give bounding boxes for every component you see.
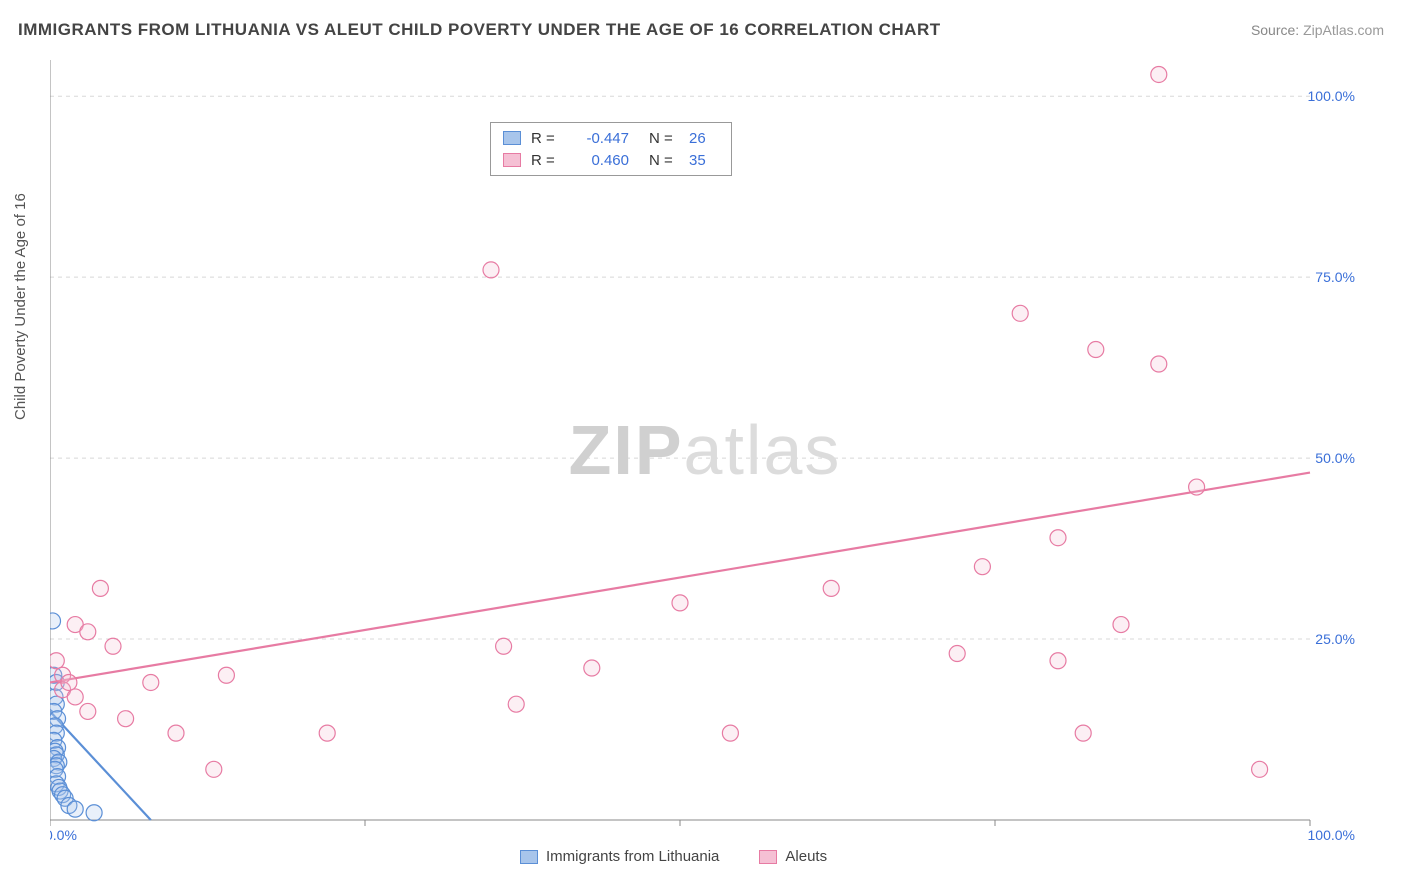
legend-bottom-label-1: Aleuts [785, 848, 827, 865]
legend-row-series-1: R = 0.460 N = 35 [503, 149, 719, 171]
r-label: R = [531, 130, 559, 147]
n-value-1: 35 [689, 152, 719, 169]
svg-text:100.0%: 100.0% [1308, 827, 1355, 840]
r-value-0: -0.447 [569, 130, 629, 147]
svg-text:25.0%: 25.0% [1315, 631, 1355, 647]
scatter-chart-svg: 25.0% 50.0% 75.0% 100.0% 0.0% 100.0% [50, 60, 1360, 840]
plot-area: 25.0%50.0%75.0%100.0%0.0%100.0% ZIPatlas… [50, 60, 1360, 840]
chart-container: IMMIGRANTS FROM LITHUANIA VS ALEUT CHILD… [0, 0, 1406, 892]
y-axis-label: Child Poverty Under the Age of 16 [12, 193, 29, 420]
chart-title: IMMIGRANTS FROM LITHUANIA VS ALEUT CHILD… [18, 20, 941, 40]
legend-swatch-0 [503, 131, 521, 145]
legend-swatch-1 [503, 153, 521, 167]
source-attribution: Source: ZipAtlas.com [1251, 22, 1384, 38]
svg-text:0.0%: 0.0% [50, 827, 77, 840]
correlation-legend: R = -0.447 N = 26 R = 0.460 N = 35 [490, 122, 732, 176]
legend-bottom-swatch-0 [520, 850, 538, 864]
svg-text:50.0%: 50.0% [1315, 450, 1355, 466]
r-label: R = [531, 152, 559, 169]
legend-item-0: Immigrants from Lithuania [520, 848, 719, 865]
legend-row-series-0: R = -0.447 N = 26 [503, 127, 719, 149]
legend-bottom-label-0: Immigrants from Lithuania [546, 848, 719, 865]
source-value: ZipAtlas.com [1303, 22, 1384, 38]
n-value-0: 26 [689, 130, 719, 147]
legend-item-1: Aleuts [759, 848, 827, 865]
n-label: N = [649, 152, 679, 169]
r-value-1: 0.460 [569, 152, 629, 169]
n-label: N = [649, 130, 679, 147]
svg-text:100.0%: 100.0% [1308, 88, 1355, 104]
legend-bottom-swatch-1 [759, 850, 777, 864]
svg-text:75.0%: 75.0% [1315, 269, 1355, 285]
series-legend: Immigrants from Lithuania Aleuts [520, 848, 827, 865]
source-label: Source: [1251, 22, 1299, 38]
